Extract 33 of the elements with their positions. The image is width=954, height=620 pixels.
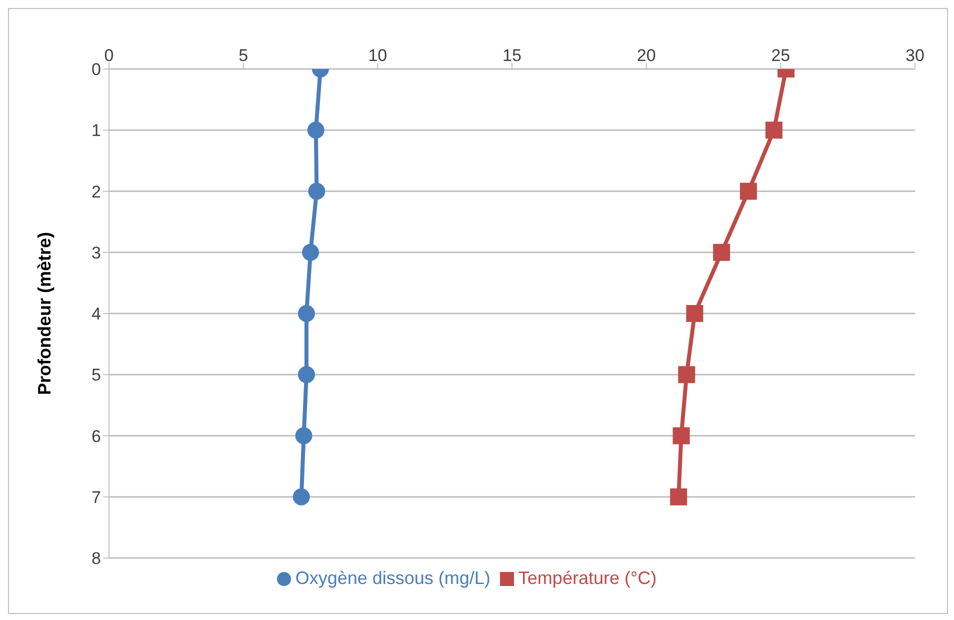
x-tick-label: 20 — [636, 46, 656, 65]
y-tick-label: 7 — [92, 488, 101, 507]
point — [292, 488, 310, 506]
x-tick-label: 30 — [906, 46, 924, 65]
legend-label: Oxygène dissous (mg/L) — [295, 568, 490, 588]
y-tick-label: 3 — [92, 243, 101, 262]
x-tick-label: 15 — [502, 46, 522, 65]
point — [298, 305, 315, 322]
point — [672, 427, 690, 444]
point — [713, 244, 730, 261]
y-tick-label: 0 — [92, 60, 101, 80]
point — [678, 366, 696, 384]
legend-label: Température (°C) — [518, 568, 657, 588]
x-tick-label: 10 — [368, 46, 388, 65]
x-tick-label: 25 — [771, 46, 790, 65]
point — [298, 366, 315, 384]
y-tick-label: 6 — [92, 426, 101, 446]
point — [670, 488, 688, 506]
point — [686, 305, 704, 322]
y-axis-title: Profondeur (mètre) — [34, 232, 54, 396]
y-tick-label: 2 — [92, 182, 101, 202]
x-tick-label: 5 — [238, 46, 248, 65]
point — [740, 182, 757, 200]
y-tick-label: 4 — [92, 304, 101, 324]
x-tick-label: 0 — [104, 46, 114, 65]
point — [307, 122, 324, 139]
point — [295, 427, 312, 444]
point — [302, 244, 319, 261]
y-tick-label: 8 — [92, 549, 101, 568]
y-tick-label: 5 — [92, 366, 101, 385]
point — [308, 182, 326, 200]
y-tick-label: 1 — [92, 121, 101, 140]
point — [765, 122, 782, 139]
